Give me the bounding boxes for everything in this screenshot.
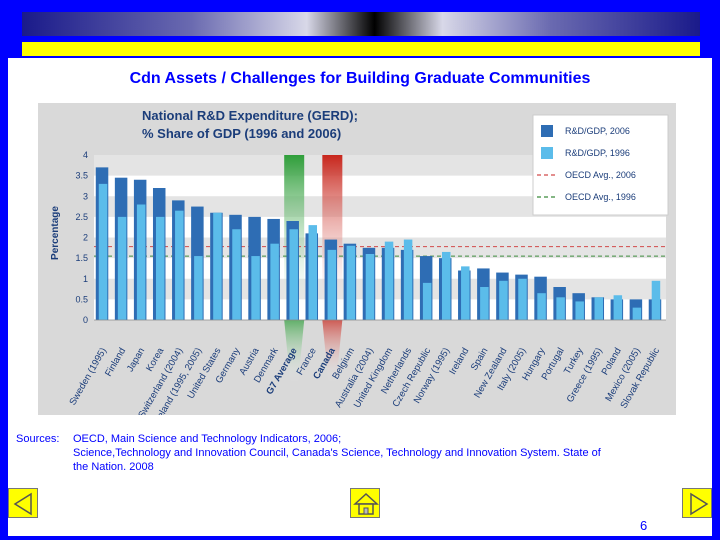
bar-1996 <box>98 183 108 320</box>
bar-1996 <box>556 297 565 320</box>
sources-line-3: the Nation. 2008 <box>73 461 154 473</box>
chart-title: National R&D Expenditure (GERD); <box>142 108 358 123</box>
bar-1996 <box>346 245 356 320</box>
bar-1996 <box>308 225 318 320</box>
arrow-left-icon <box>13 492 32 516</box>
bar-1996 <box>575 301 584 320</box>
sources-line-2: Science,Technology and Innovation Counci… <box>73 447 601 459</box>
bar-1996 <box>480 287 489 320</box>
sources-line-1: OECD, Main Science and Technology Indica… <box>73 433 342 445</box>
bar-1996 <box>632 307 642 320</box>
next-slide-button[interactable] <box>682 488 712 518</box>
bar-1996 <box>461 266 470 320</box>
bar-1996 <box>136 204 146 320</box>
home-button[interactable] <box>350 488 380 518</box>
chart-subtitle: % Share of GDP (1996 and 2006) <box>142 126 341 141</box>
y-tick-label: 2.5 <box>75 212 88 222</box>
bar-1996 <box>499 280 508 320</box>
bar-1996 <box>289 229 298 320</box>
title-decoration-bar <box>22 12 700 36</box>
bar-1996 <box>213 212 222 320</box>
bar-1996 <box>537 293 546 320</box>
bar-1996 <box>613 295 623 320</box>
bar-1996 <box>175 210 184 320</box>
bar-1996 <box>651 280 661 320</box>
y-axis-label: Percentage <box>50 206 61 260</box>
y-tick-label: 1.5 <box>75 253 88 263</box>
highlight-tail <box>322 320 343 382</box>
legend-label: R&D/GDP, 2006 <box>565 126 630 136</box>
y-tick-label: 2 <box>83 233 88 243</box>
bar-1996 <box>441 251 451 320</box>
bar-1996 <box>194 256 203 320</box>
bar-1996 <box>327 249 337 320</box>
grid-band <box>94 155 666 176</box>
arrow-right-icon <box>690 492 709 516</box>
home-icon <box>353 492 379 515</box>
previous-slide-button[interactable] <box>8 488 38 518</box>
chart-legend: R&D/GDP, 2006 R&D/GDP, 1996 OECD Avg., 200… <box>532 114 669 216</box>
bar-1996 <box>251 256 260 320</box>
y-tick-label: 3 <box>83 191 88 201</box>
bar-1996 <box>384 241 394 320</box>
grid-band <box>94 196 666 217</box>
bar-1996 <box>117 216 127 320</box>
rd-expenditure-chart: 00.511.522.533.54 Sweden (1995)FinlandJa… <box>38 103 676 415</box>
legend-label: R&D/GDP, 1996 <box>565 148 630 158</box>
legend-box <box>532 114 669 216</box>
y-tick-label: 0 <box>83 315 88 325</box>
legend-label: OECD Avg., 1996 <box>565 192 636 202</box>
y-tick-label: 3.5 <box>75 171 88 181</box>
highlight-tail <box>284 320 305 382</box>
y-tick-label: 1 <box>83 274 88 284</box>
bar-1996 <box>155 216 165 320</box>
y-tick-label: 4 <box>83 150 88 160</box>
bar-1996 <box>422 282 432 320</box>
slide-title: Cdn Assets / Challenges for Building Gra… <box>129 70 591 87</box>
sources-label: Sources: <box>16 433 60 445</box>
legend-label: OECD Avg., 2006 <box>565 170 636 180</box>
page-number: 6 <box>640 518 648 533</box>
bar-1996 <box>518 278 527 320</box>
bar-1996 <box>232 229 241 320</box>
legend-swatch <box>541 147 553 159</box>
y-tick-label: 0.5 <box>75 294 88 304</box>
bar-1996 <box>270 243 279 320</box>
title-decoration-stripe <box>22 42 700 56</box>
bar-1996 <box>403 239 413 320</box>
bar-1996 <box>594 297 604 320</box>
legend-swatch <box>541 125 553 137</box>
bar-1996 <box>365 254 375 320</box>
